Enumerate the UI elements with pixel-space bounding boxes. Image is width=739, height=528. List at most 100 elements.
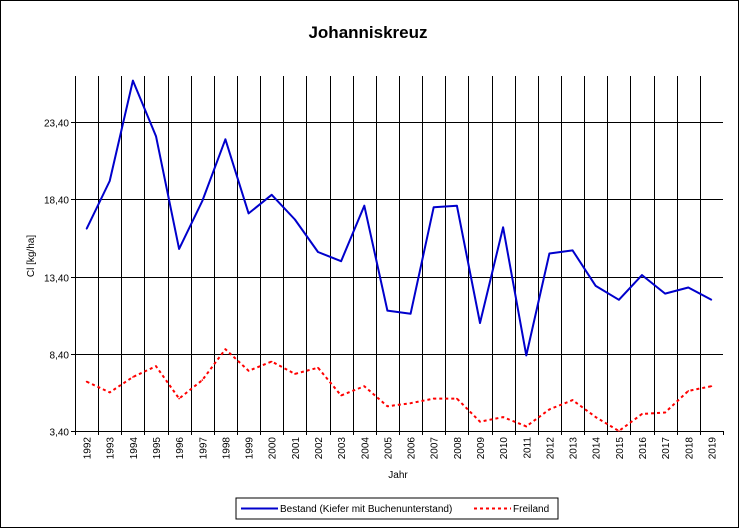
y-tick-label: 3,40 [50,428,70,439]
data-point-bestand [317,251,319,253]
data-point-bestand [294,218,296,221]
legend-box [235,497,559,520]
data-point-bestand [687,286,690,289]
data-point-freiland [270,360,273,363]
x-tick-label: 2008 [453,437,464,460]
data-point-freiland [664,411,666,414]
data-point-freiland [432,397,435,400]
data-point-freiland [247,370,250,372]
data-point-freiland [456,397,458,400]
y-tick-label: 8,40 [50,351,70,362]
data-point-freiland [386,405,389,408]
x-tick-label: 2003 [337,437,348,460]
plot-area: 3,40 8,40 13,40 18,40 23,40 1992 1993 1994 1995 1… [44,76,724,459]
data-point-freiland [571,399,574,401]
data-point-bestand [548,252,551,255]
data-point-bestand [85,228,88,230]
x-tick-label: 2018 [684,437,695,460]
data-point-freiland [201,379,204,381]
data-point-freiland [687,390,690,392]
data-point-bestand [108,180,111,182]
data-point-bestand [178,248,180,250]
data-point-bestand [641,274,643,276]
data-point-bestand [525,354,528,357]
data-point-freiland [317,366,319,369]
x-axis-label: Jahr [388,470,408,481]
data-point-bestand [432,206,435,208]
x-tick-label: 2000 [268,437,279,460]
data-point-bestand [710,299,713,301]
data-point-freiland [618,430,620,432]
data-point-freiland [409,402,412,405]
chart-title: Johanniskreuz [308,23,427,42]
data-point-freiland [479,420,481,423]
y-axis-label: Cl [kg/ha] [26,235,37,277]
legend-label-bestand: Bestand (Kiefer mit Buchenunterstand) [280,504,452,515]
data-point-bestand [247,212,250,215]
x-tick-label: 2010 [499,437,510,460]
legend-label-freiland: Freiland [513,504,549,515]
data-point-bestand [340,260,342,263]
data-point-bestand [571,249,574,252]
data-point-bestand [618,299,620,301]
data-point-freiland [132,376,134,378]
x-tick-label: 2012 [545,437,556,460]
x-tick-label: 1998 [221,437,232,460]
data-point-freiland [340,394,342,397]
x-tick-label: 1993 [106,437,117,460]
y-tick-label: 13,40 [44,274,69,285]
data-point-bestand [155,135,157,137]
data-point-freiland [224,348,227,351]
y-tick-label: 18,40 [44,196,69,207]
data-point-freiland [155,365,157,368]
x-tick-label: 2011 [522,437,533,459]
x-tick-label: 2016 [638,437,649,460]
x-tick-label: 1996 [175,437,186,460]
data-point-bestand [386,309,389,312]
x-tick-label: 2002 [314,437,325,460]
x-tick-label: 1999 [245,437,256,460]
x-tick-label: 2004 [360,437,371,460]
data-point-freiland [594,416,597,418]
data-point-bestand [201,200,204,202]
x-tick-label: 2006 [407,437,418,460]
x-tick-label: 2015 [615,437,626,460]
x-tick-label: 2001 [291,437,302,460]
x-tick-label: 2014 [592,437,603,460]
x-tick-label: 1992 [83,437,94,460]
data-point-freiland [641,413,643,415]
data-point-bestand [664,292,666,295]
data-point-freiland [502,416,504,418]
data-point-freiland [85,380,88,383]
data-point-bestand [270,194,273,196]
x-tick-label: 2013 [569,437,580,460]
data-point-bestand [363,204,366,207]
data-point-freiland [710,385,713,388]
data-point-bestand [224,138,227,141]
data-point-bestand [456,204,458,207]
data-point-bestand [479,322,481,324]
data-point-freiland [363,385,366,388]
x-tick-label: 1994 [129,437,140,460]
series-line-freiland [86,348,712,432]
series-line-bestand [85,79,712,357]
x-tick-label: 2005 [383,437,394,460]
data-point-freiland [108,391,111,394]
data-point-bestand [132,79,134,82]
data-point-bestand [409,312,412,315]
x-tick-label: 1995 [152,437,163,460]
y-tick-label: 23,40 [44,119,69,130]
data-point-freiland [294,373,296,375]
data-point-freiland [548,408,551,411]
x-tick-label: 1997 [198,437,209,460]
x-tick-label: 2007 [430,437,441,460]
x-tick-label: 2009 [476,437,487,460]
data-point-freiland [525,425,528,428]
x-tick-label: 2017 [661,437,672,460]
data-point-bestand [502,226,504,229]
data-point-freiland [178,397,180,400]
legend: Bestand (Kiefer mit Buchenunterstand) Fr… [235,497,559,520]
data-point-bestand [594,285,597,287]
